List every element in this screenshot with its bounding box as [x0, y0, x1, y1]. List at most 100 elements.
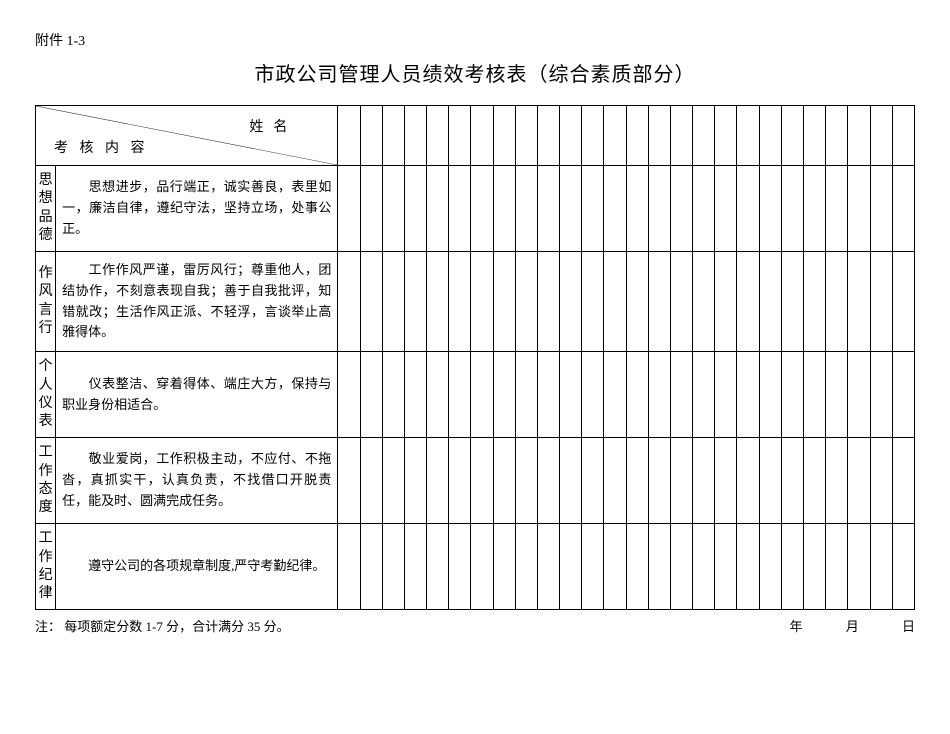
score-cell — [449, 524, 471, 610]
score-cell — [892, 166, 914, 252]
score-cell — [781, 166, 803, 252]
score-cell — [715, 438, 737, 524]
score-cell — [338, 166, 360, 252]
score-cell — [626, 524, 648, 610]
score-cell — [626, 252, 648, 352]
score-cell — [737, 252, 759, 352]
description-cell: 工作作风严谨，雷厉风行；尊重他人，团结协作，不刻意表现自我；善于自我批评，知错就… — [56, 252, 338, 352]
score-header-cell — [427, 106, 449, 166]
score-cell — [737, 438, 759, 524]
description-cell: 仪表整洁、穿着得体、端庄大方，保持与职业身份相适合。 — [56, 352, 338, 438]
description-cell: 遵守公司的各项规章制度,严守考勤纪律。 — [56, 524, 338, 610]
score-header-cell — [781, 106, 803, 166]
category-cell: 思想品德 — [36, 166, 56, 252]
score-cell — [670, 352, 692, 438]
score-cell — [759, 252, 781, 352]
table-row: 个人仪表仪表整洁、穿着得体、端庄大方，保持与职业身份相适合。 — [36, 352, 915, 438]
score-header-cell — [715, 106, 737, 166]
score-cell — [648, 524, 670, 610]
score-cell — [582, 524, 604, 610]
score-cell — [648, 352, 670, 438]
score-cell — [848, 352, 870, 438]
score-cell — [648, 438, 670, 524]
footer-day: 日 — [902, 616, 915, 635]
score-cell — [781, 524, 803, 610]
score-cell — [648, 166, 670, 252]
score-cell — [382, 524, 404, 610]
footer-year: 年 — [789, 616, 802, 635]
category-cell: 工作态度 — [36, 438, 56, 524]
score-cell — [826, 252, 848, 352]
score-cell — [826, 438, 848, 524]
score-header-cell — [626, 106, 648, 166]
score-cell — [804, 252, 826, 352]
score-cell — [515, 166, 537, 252]
score-cell — [537, 524, 559, 610]
score-cell — [338, 352, 360, 438]
description-cell: 敬业爱岗，工作积极主动，不应付、不拖沓，真抓实干，认真负责，不找借口开脱责任，能… — [56, 438, 338, 524]
score-cell — [404, 252, 426, 352]
score-cell — [693, 524, 715, 610]
score-cell — [870, 524, 892, 610]
score-cell — [582, 252, 604, 352]
score-cell — [382, 438, 404, 524]
table-row: 思想品德思想进步，品行端正，诚实善良，表里如一，廉洁自律，遵纪守法，坚持立场，处… — [36, 166, 915, 252]
score-cell — [759, 524, 781, 610]
score-cell — [848, 438, 870, 524]
score-cell — [427, 524, 449, 610]
header-name-label: 姓名 — [249, 116, 297, 136]
score-cell — [493, 524, 515, 610]
table-row: 工作态度敬业爱岗，工作积极主动，不应付、不拖沓，真抓实干，认真负责，不找借口开脱… — [36, 438, 915, 524]
score-cell — [449, 438, 471, 524]
score-cell — [715, 524, 737, 610]
score-cell — [781, 352, 803, 438]
score-cell — [626, 352, 648, 438]
score-cell — [804, 438, 826, 524]
score-cell — [715, 166, 737, 252]
score-cell — [582, 438, 604, 524]
score-cell — [404, 524, 426, 610]
score-cell — [404, 438, 426, 524]
score-cell — [338, 252, 360, 352]
score-cell — [427, 438, 449, 524]
score-cell — [693, 352, 715, 438]
score-cell — [759, 438, 781, 524]
score-cell — [493, 352, 515, 438]
score-cell — [670, 252, 692, 352]
score-cell — [493, 252, 515, 352]
score-cell — [892, 352, 914, 438]
score-cell — [515, 438, 537, 524]
score-header-cell — [870, 106, 892, 166]
description-cell: 思想进步，品行端正，诚实善良，表里如一，廉洁自律，遵纪守法，坚持立场，处事公正。 — [56, 166, 338, 252]
score-cell — [582, 352, 604, 438]
score-cell — [471, 524, 493, 610]
footer-date: 年 月 日 — [749, 616, 915, 635]
score-cell — [693, 252, 715, 352]
score-cell — [693, 166, 715, 252]
score-header-cell — [360, 106, 382, 166]
score-cell — [427, 166, 449, 252]
score-cell — [870, 352, 892, 438]
category-cell: 作风言行 — [36, 252, 56, 352]
score-cell — [626, 166, 648, 252]
score-cell — [781, 252, 803, 352]
score-cell — [360, 438, 382, 524]
score-cell — [537, 438, 559, 524]
score-cell — [427, 352, 449, 438]
score-header-cell — [737, 106, 759, 166]
score-cell — [670, 524, 692, 610]
score-cell — [537, 352, 559, 438]
score-header-cell — [493, 106, 515, 166]
score-cell — [471, 352, 493, 438]
score-cell — [892, 438, 914, 524]
footer-month: 月 — [846, 616, 859, 635]
score-cell — [537, 252, 559, 352]
score-cell — [515, 252, 537, 352]
score-cell — [449, 352, 471, 438]
footer: 注： 每项额定分数 1-7 分，合计满分 35 分。 年 月 日 — [35, 616, 915, 635]
score-cell — [449, 166, 471, 252]
score-header-cell — [582, 106, 604, 166]
page-title: 市政公司管理人员绩效考核表（综合素质部分） — [35, 58, 915, 87]
score-header-cell — [826, 106, 848, 166]
score-cell — [670, 166, 692, 252]
